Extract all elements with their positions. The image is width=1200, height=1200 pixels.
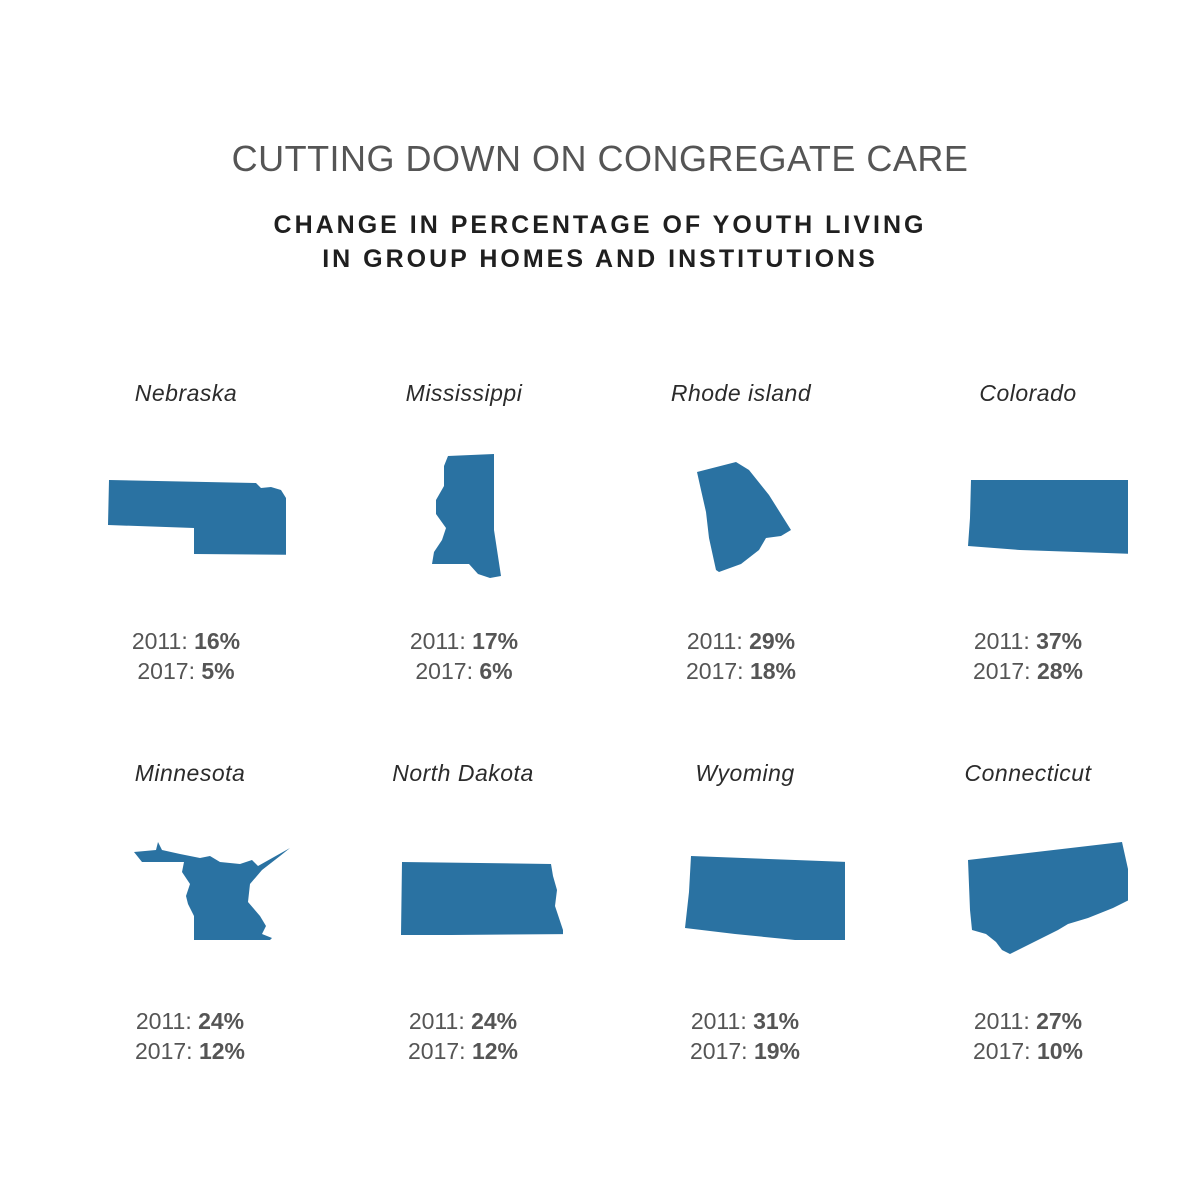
- subtitle-line-1: CHANGE IN PERCENTAGE OF YOUTH LIVING: [273, 211, 927, 239]
- value-2017: 2017: 12%: [135, 1038, 245, 1064]
- state-cell-minnesota: Minnesota 2011: 24% 2017: 12%: [40, 760, 340, 1120]
- value-2011: 2011: 16%: [131, 628, 241, 654]
- nebraska-shape-icon: [108, 480, 286, 555]
- state-label: Mississippi: [405, 380, 523, 406]
- state-cell-north-dakota: North Dakota 2011: 24% 2017: 12%: [313, 760, 613, 1120]
- state-label: North Dakota: [392, 760, 534, 786]
- state-cell-mississippi: Mississippi 2011: 17% 2017: 6%: [314, 380, 614, 740]
- value-2017: 2017: 19%: [690, 1038, 800, 1064]
- mississippi-shape-icon: [432, 454, 501, 578]
- rhode-island-shape-icon: [697, 462, 791, 572]
- value-2011: 2011: 24%: [135, 1008, 245, 1034]
- value-2017: 2017: 18%: [686, 658, 796, 684]
- value-2017: 2017: 28%: [973, 658, 1083, 684]
- value-2017: 2017: 6%: [415, 658, 513, 684]
- state-cell-colorado: Colorado 2011: 37% 2017: 28%: [878, 380, 1178, 740]
- connecticut-shape-icon: [968, 842, 1128, 954]
- value-2011: 2011: 27%: [973, 1008, 1083, 1034]
- state-cell-connecticut: Connecticut 2011: 27% 2017: 10%: [878, 760, 1178, 1120]
- chart-subtitle: CHANGE IN PERCENTAGE OF YOUTH LIVING IN …: [0, 208, 1200, 276]
- minnesota-shape-icon: [134, 842, 290, 940]
- state-cell-wyoming: Wyoming 2011: 31% 2017: 19%: [595, 760, 895, 1120]
- wyoming-shape-icon: [685, 856, 845, 940]
- state-cell-nebraska: Nebraska 2011: 16% 2017: 5%: [36, 380, 336, 740]
- state-label: Rhode island: [670, 380, 812, 406]
- state-label: Colorado: [979, 380, 1077, 406]
- state-cell-rhode-island: Rhode island 2011: 29% 2017: 18%: [591, 380, 891, 740]
- state-label: Wyoming: [695, 760, 795, 786]
- colorado-shape-icon: [968, 480, 1128, 554]
- value-2011: 2011: 29%: [686, 628, 796, 654]
- value-2017: 2017: 12%: [408, 1038, 518, 1064]
- value-2017: 2017: 10%: [973, 1038, 1083, 1064]
- state-label: Minnesota: [134, 760, 246, 786]
- state-label: Nebraska: [134, 380, 238, 406]
- subtitle-line-2: IN GROUP HOMES AND INSTITUTIONS: [322, 245, 878, 273]
- value-2011: 2011: 31%: [690, 1008, 800, 1034]
- state-label: Connecticut: [964, 760, 1092, 786]
- value-2017: 2017: 5%: [137, 658, 235, 684]
- north-dakota-shape-icon: [401, 862, 563, 935]
- chart-title: CUTTING DOWN ON CONGREGATE CARE: [231, 138, 969, 179]
- value-2011: 2011: 24%: [408, 1008, 518, 1034]
- value-2011: 2011: 17%: [409, 628, 519, 654]
- value-2011: 2011: 37%: [973, 628, 1083, 654]
